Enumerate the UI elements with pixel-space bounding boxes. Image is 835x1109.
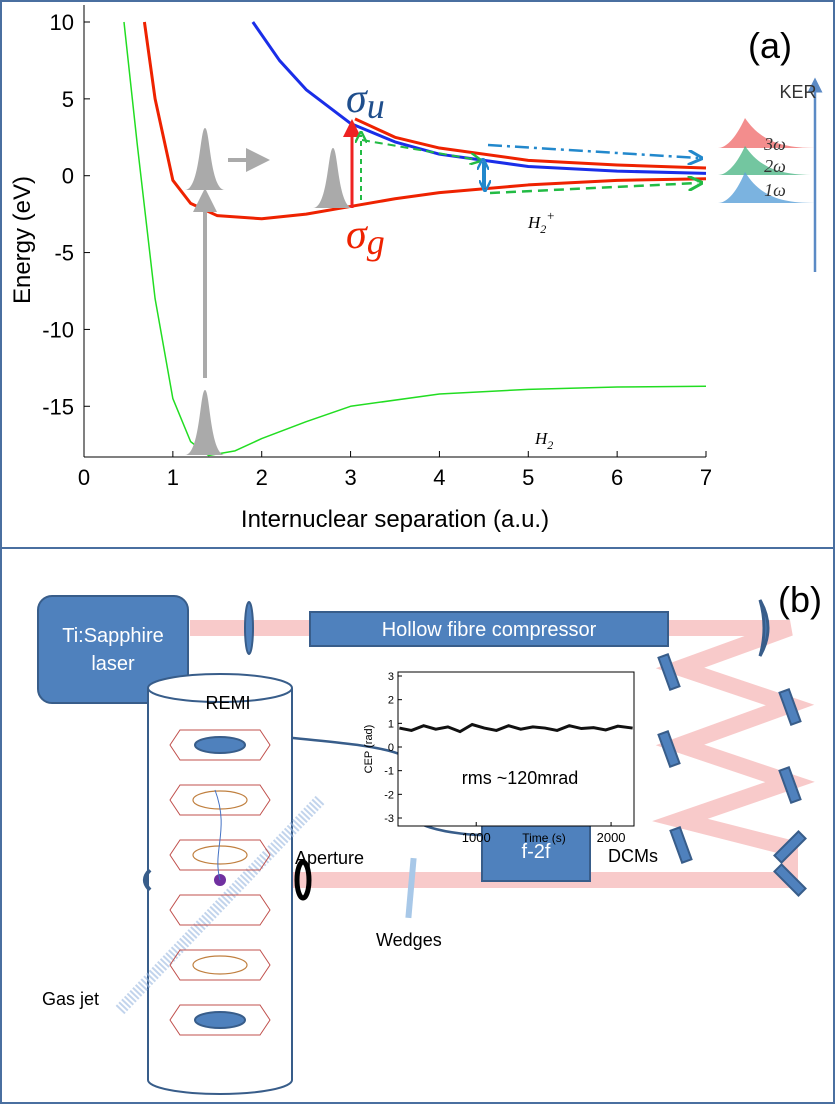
- inset-y-tick-label: -1: [384, 766, 394, 778]
- inset-y-tick-label: -2: [384, 789, 394, 801]
- laser-label: laser: [91, 653, 135, 675]
- y-tick-label: 0: [62, 164, 74, 189]
- ker-3: 3ω: [763, 134, 786, 154]
- subscript: 2: [540, 222, 546, 236]
- inset-note: rms ~120mrad: [462, 768, 579, 788]
- inset-y-label: CEP (rad): [363, 725, 375, 774]
- panel-label: (a): [748, 25, 792, 66]
- subscript: g: [367, 222, 385, 262]
- dcms-label: DCMs: [608, 846, 658, 866]
- y-tick-label: -5: [54, 241, 74, 266]
- wedges-label: Wedges: [376, 930, 442, 950]
- x-tick-label: 3: [344, 465, 356, 490]
- symbol: H: [534, 429, 549, 448]
- sigma-g: σg: [346, 212, 385, 262]
- inset-y-tick-label: 0: [388, 742, 394, 754]
- decorations: [185, 77, 823, 455]
- inset-plot: 3 2 1 0 -1 -2 -3 1000 2000 Time (s) CEP (rad): [363, 671, 633, 845]
- curve: [142, 21, 707, 221]
- panel-a: 0 1 2 3 4 5 6 7 -15 -10 -5 0 5 10: [42, 5, 712, 490]
- y-tick-label: -10: [42, 317, 74, 342]
- cep-trace: [399, 722, 633, 734]
- aperture-label: Aperture: [295, 848, 364, 868]
- inset-x-tick-label: 2000: [597, 830, 626, 845]
- ker-label: KER: [779, 82, 816, 102]
- h2-ion-label: H2+: [527, 208, 555, 236]
- inset-y-tick-label: 3: [388, 671, 394, 683]
- x-tick-label: 0: [78, 465, 90, 490]
- inset-x-label: Time (s): [522, 831, 566, 845]
- x-axis-label: Internuclear separation (a.u.): [241, 506, 549, 533]
- f2f-label: f-2f: [522, 841, 551, 863]
- y-axis-label: Energy (eV): [9, 176, 36, 304]
- symbol: H: [527, 213, 542, 232]
- x-tick-label: 4: [433, 465, 445, 490]
- compressor-label: Hollow fibre compressor: [382, 619, 597, 641]
- subscript: u: [367, 86, 385, 126]
- gas-jet-label: Gas jet: [42, 989, 99, 1009]
- inset-y-tick-label: 2: [388, 695, 394, 707]
- inset-x-tick-label: 1000: [462, 830, 491, 845]
- panel-label: (b): [778, 579, 822, 620]
- ker-2: 2ω: [764, 156, 786, 176]
- subscript: 2: [547, 438, 553, 452]
- y-tick-label: 10: [50, 10, 74, 35]
- laser-label: Ti:Sapphire: [62, 625, 164, 647]
- x-tick-label: 7: [700, 465, 712, 490]
- inset-y-tick-label: -3: [384, 813, 394, 825]
- symbol: σ: [346, 212, 369, 258]
- setup: [37, 595, 815, 1095]
- curve: [123, 21, 707, 457]
- symbol: σ: [346, 76, 369, 122]
- curve: [251, 21, 707, 175]
- superscript: +: [546, 208, 555, 223]
- y-tick-label: -15: [42, 394, 74, 419]
- x-tick-label: 2: [256, 465, 268, 490]
- h2-label: H2: [534, 429, 553, 452]
- inset-y-tick-label: 1: [388, 718, 394, 730]
- remi-label: REMI: [206, 693, 251, 713]
- curve: [354, 117, 707, 170]
- x-tick-label: 1: [167, 465, 179, 490]
- ker-1: 1ω: [764, 180, 786, 200]
- sigma-u: σu: [346, 76, 385, 126]
- x-tick-label: 6: [611, 465, 623, 490]
- x-tick-label: 5: [522, 465, 534, 490]
- y-tick-label: 5: [62, 87, 74, 112]
